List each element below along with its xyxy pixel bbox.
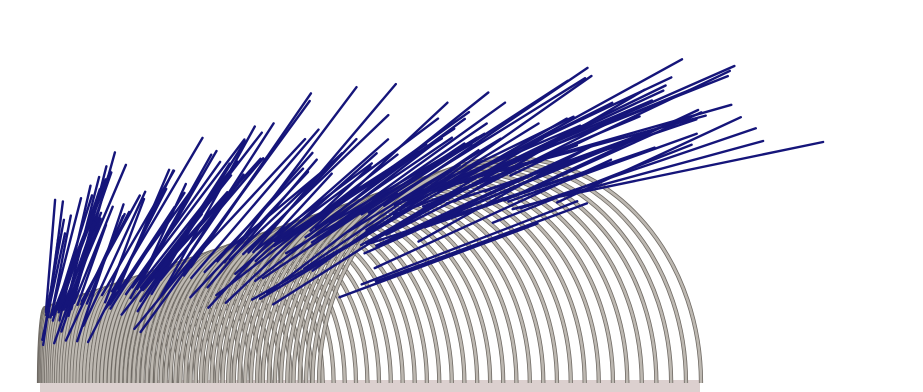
render-scene [0,0,923,392]
viewport [0,0,923,392]
